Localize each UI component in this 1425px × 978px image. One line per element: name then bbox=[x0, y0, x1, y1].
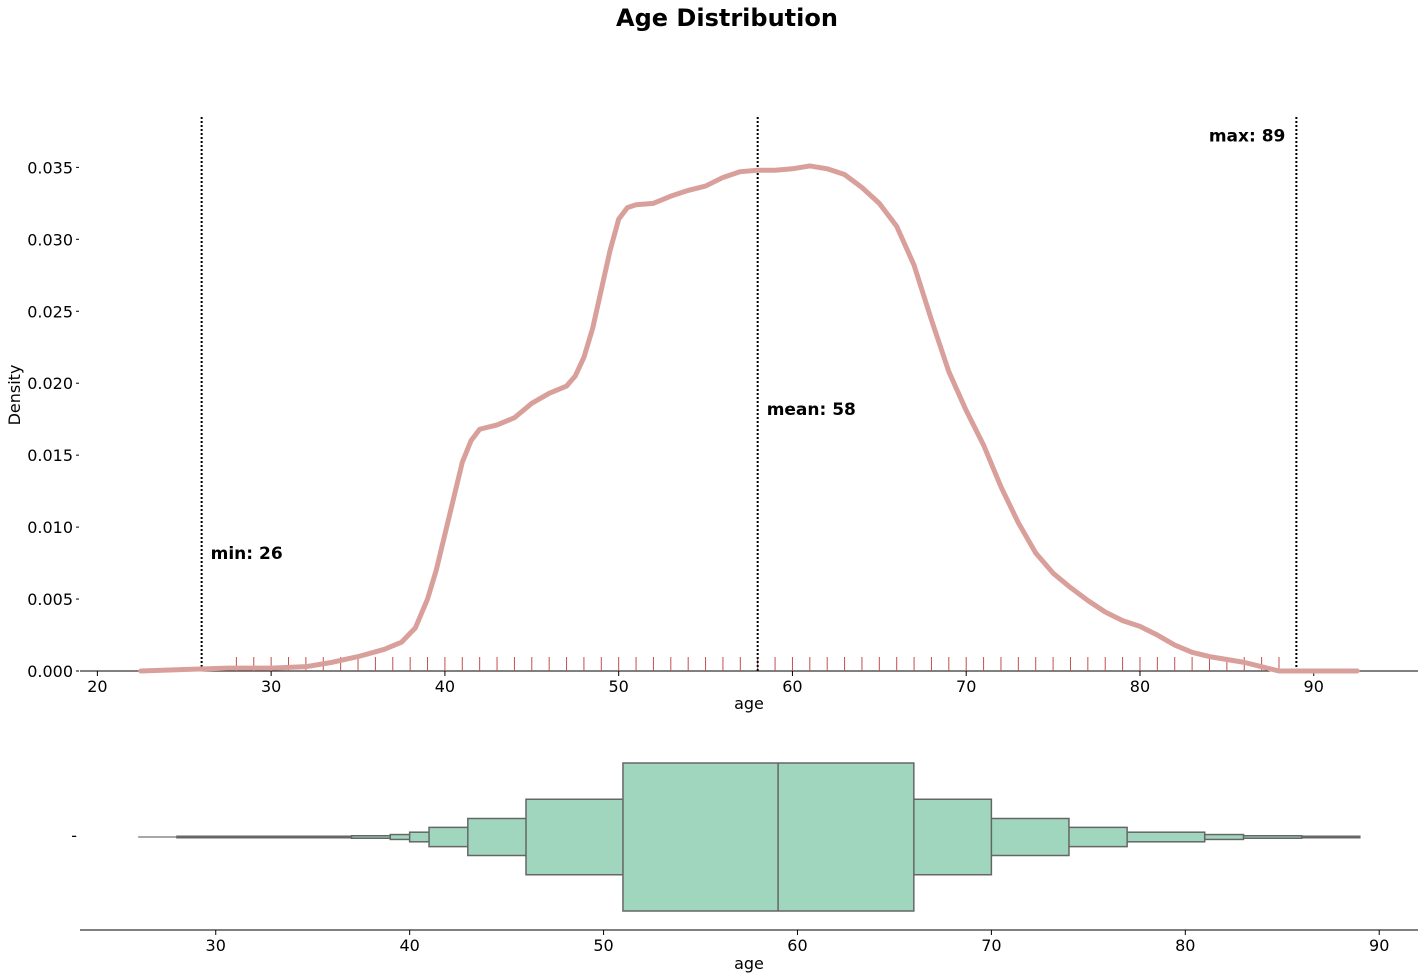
boxen-y-tick-label: - bbox=[71, 826, 77, 845]
density-plot: 20 30 40 50 60 70 80 90 0.000 0.005 0.010 0.015 0.02… bbox=[5, 117, 1418, 713]
reference-lines bbox=[200, 117, 1298, 671]
density-y-tick-label: 0.015 bbox=[27, 446, 73, 465]
rug-marks bbox=[235, 657, 1280, 671]
boxen-x-tick-label: 70 bbox=[981, 936, 1001, 955]
boxen-x-tick-label: 80 bbox=[1175, 936, 1195, 955]
boxen-x-tick-label: 40 bbox=[399, 936, 419, 955]
density-y-tick-label: 0.010 bbox=[27, 518, 73, 537]
density-y-tick-label: 0.025 bbox=[27, 302, 73, 321]
boxen-box bbox=[622, 762, 915, 912]
density-y-axis-label: Density bbox=[5, 365, 24, 426]
density-y-tick-label: 0.000 bbox=[27, 662, 73, 681]
figure-title: Age Distribution bbox=[616, 4, 838, 32]
boxen-x-tick-label: 60 bbox=[787, 936, 807, 955]
density-y-tick-label: 0.005 bbox=[27, 590, 73, 609]
boxen-x-tick-label: 30 bbox=[206, 936, 226, 955]
annotations: min: 26 mean: 58 max: 89 bbox=[211, 127, 1286, 564]
annotation-label: min: 26 bbox=[211, 544, 283, 564]
boxen-x-axis-label: age bbox=[734, 954, 764, 973]
density-x-tick-label: 90 bbox=[1304, 677, 1324, 696]
density-x-tick-label: 30 bbox=[261, 677, 281, 696]
density-y-tick-label: 0.020 bbox=[27, 374, 73, 393]
boxen-x-tick-label: 50 bbox=[593, 936, 613, 955]
boxen-axes: 30 40 50 60 70 80 90 - bbox=[71, 826, 1418, 955]
density-x-tick-label: 20 bbox=[87, 677, 107, 696]
density-axes: 20 30 40 50 60 70 80 90 0.000 0.005 0.010 0.015 0.02… bbox=[27, 158, 1418, 696]
boxen-plot: 30 40 50 60 70 80 90 - age bbox=[71, 762, 1418, 973]
kde-curve bbox=[138, 163, 1360, 674]
density-x-tick-label: 40 bbox=[435, 677, 455, 696]
density-x-tick-label: 60 bbox=[782, 677, 802, 696]
boxen-boxes bbox=[138, 762, 1361, 912]
density-x-axis-label: age bbox=[734, 694, 764, 713]
density-x-tick-label: 50 bbox=[608, 677, 628, 696]
density-x-tick-label: 70 bbox=[956, 677, 976, 696]
density-y-tick-label: 0.030 bbox=[27, 230, 73, 249]
boxen-x-tick-label: 90 bbox=[1369, 936, 1389, 955]
annotation-label: max: 89 bbox=[1209, 127, 1286, 147]
density-x-tick-label: 80 bbox=[1130, 677, 1150, 696]
annotation-label: mean: 58 bbox=[767, 400, 856, 420]
density-y-tick-label: 0.035 bbox=[27, 158, 73, 177]
